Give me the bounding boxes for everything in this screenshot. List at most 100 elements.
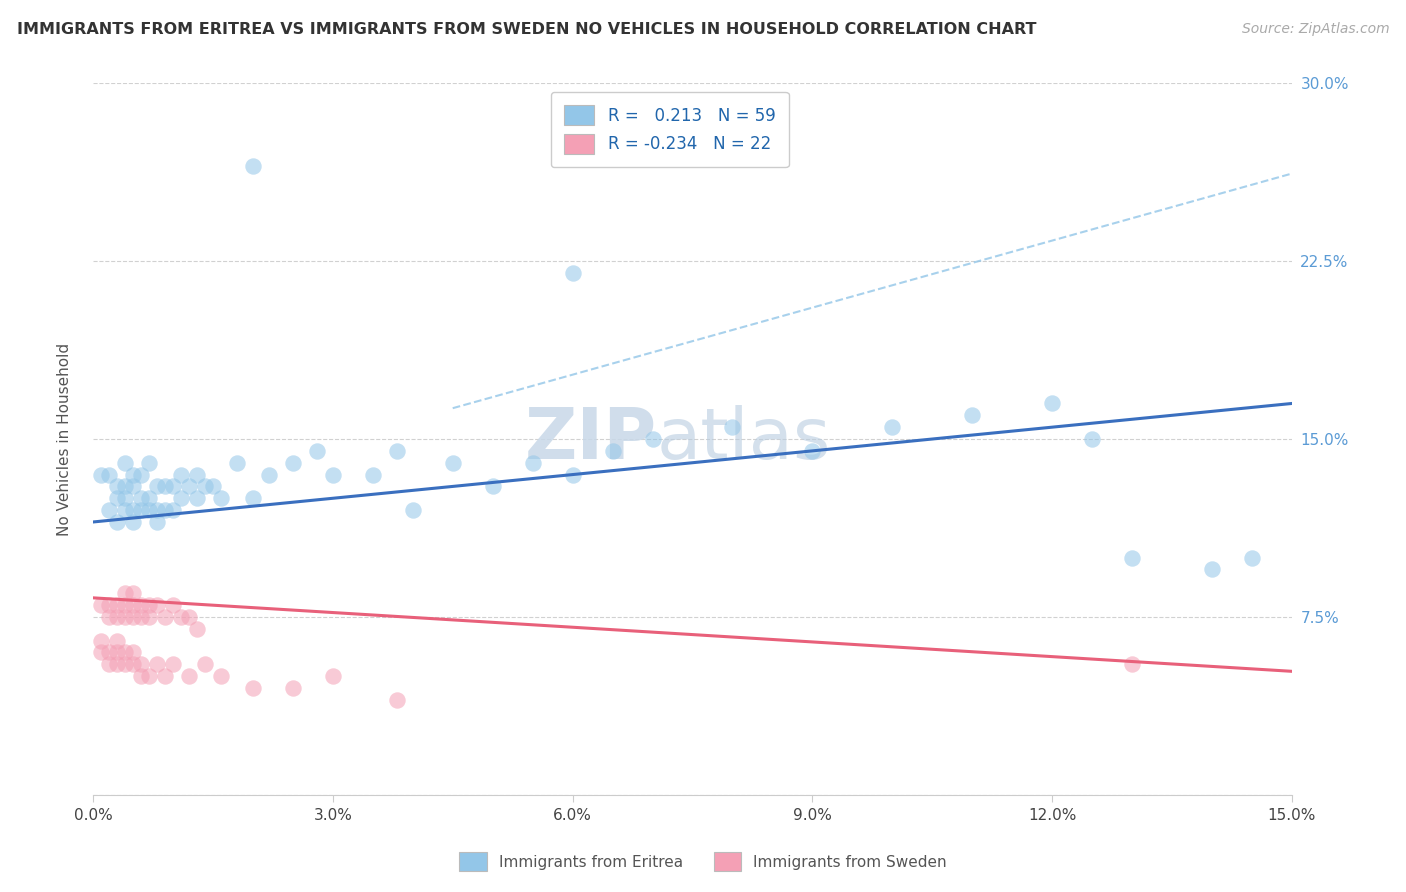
Point [602, 443, 624, 458]
Point [361, 467, 384, 482]
Point [194, 479, 217, 493]
Point [882, 420, 904, 434]
Point [98, 657, 121, 672]
Point [122, 467, 145, 482]
Point [122, 598, 145, 612]
Point [170, 609, 193, 624]
Point [98, 467, 121, 482]
Point [257, 467, 280, 482]
Point [1201, 562, 1223, 576]
Point [177, 669, 200, 683]
Point [122, 645, 145, 659]
Point [281, 681, 304, 695]
Point [194, 657, 217, 672]
Point [122, 657, 145, 672]
Point [98, 598, 121, 612]
Point [170, 491, 193, 506]
Point [162, 598, 184, 612]
Point [522, 456, 544, 470]
Point [162, 657, 184, 672]
Point [90, 598, 112, 612]
Point [561, 467, 583, 482]
Point [122, 515, 145, 529]
Point [129, 609, 152, 624]
Point [114, 503, 136, 517]
Point [105, 491, 128, 506]
Point [1240, 550, 1263, 565]
Point [114, 645, 136, 659]
Point [146, 598, 169, 612]
Point [105, 657, 128, 672]
Point [129, 491, 152, 506]
Point [962, 409, 984, 423]
Point [105, 598, 128, 612]
Point [105, 609, 128, 624]
Point [481, 479, 503, 493]
Point [153, 503, 176, 517]
Point [98, 645, 121, 659]
Point [146, 479, 169, 493]
Point [641, 432, 664, 446]
Point [801, 443, 824, 458]
Point [90, 633, 112, 648]
Point [153, 609, 176, 624]
Legend: R =   0.213   N = 59, R = -0.234   N = 22: R = 0.213 N = 59, R = -0.234 N = 22 [551, 92, 789, 168]
Point [105, 479, 128, 493]
Point [114, 609, 136, 624]
Point [441, 456, 464, 470]
Text: IMMIGRANTS FROM ERITREA VS IMMIGRANTS FROM SWEDEN NO VEHICLES IN HOUSEHOLD CORRE: IMMIGRANTS FROM ERITREA VS IMMIGRANTS FR… [17, 22, 1036, 37]
Point [138, 598, 160, 612]
Point [1121, 657, 1143, 672]
Point [129, 503, 152, 517]
Point [129, 669, 152, 683]
Text: atlas: atlas [657, 404, 831, 474]
Point [201, 479, 224, 493]
Text: ZIP: ZIP [524, 404, 657, 474]
Point [242, 491, 264, 506]
Point [561, 266, 583, 280]
Point [98, 503, 121, 517]
Point [385, 443, 408, 458]
Point [105, 515, 128, 529]
Point [225, 456, 247, 470]
Point [122, 479, 145, 493]
Point [90, 645, 112, 659]
Point [138, 491, 160, 506]
Point [114, 491, 136, 506]
Point [114, 598, 136, 612]
Point [138, 456, 160, 470]
Point [242, 160, 264, 174]
Point [138, 669, 160, 683]
Point [322, 669, 344, 683]
Point [170, 467, 193, 482]
Point [153, 669, 176, 683]
Point [129, 598, 152, 612]
Point [385, 692, 408, 706]
Point [1121, 550, 1143, 565]
Point [162, 503, 184, 517]
Point [122, 609, 145, 624]
Point [209, 491, 232, 506]
Point [177, 609, 200, 624]
Point [146, 657, 169, 672]
Point [105, 645, 128, 659]
Point [177, 479, 200, 493]
Point [209, 669, 232, 683]
Point [129, 467, 152, 482]
Point [114, 657, 136, 672]
Point [122, 586, 145, 600]
Point [146, 503, 169, 517]
Point [129, 657, 152, 672]
Point [98, 609, 121, 624]
Point [162, 479, 184, 493]
Point [138, 609, 160, 624]
Point [114, 479, 136, 493]
Point [1081, 432, 1104, 446]
Y-axis label: No Vehicles in Household: No Vehicles in Household [58, 343, 72, 535]
Point [281, 456, 304, 470]
Point [322, 467, 344, 482]
Point [105, 633, 128, 648]
Point [186, 491, 208, 506]
Point [402, 503, 425, 517]
Point [146, 515, 169, 529]
